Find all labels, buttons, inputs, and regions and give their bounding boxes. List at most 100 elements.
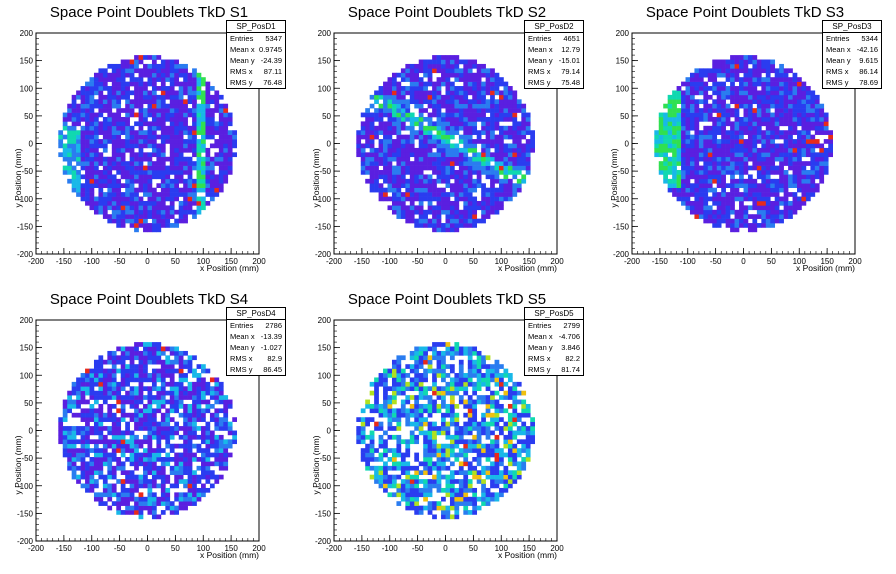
heatmap-cell: [454, 116, 460, 122]
heatmap-cell: [378, 147, 384, 153]
heatmap-cell: [414, 196, 420, 202]
heatmap-cell: [432, 218, 437, 224]
heatmap-cell: [525, 112, 531, 118]
heatmap-cell: [725, 165, 731, 171]
heatmap-cell: [76, 457, 81, 462]
heatmap-cell: [218, 125, 224, 131]
heatmap-cell: [423, 174, 428, 180]
heatmap-cell: [120, 196, 126, 202]
heatmap-cell: [111, 147, 117, 153]
heatmap-cell: [183, 417, 188, 422]
heatmap-cell: [405, 68, 411, 74]
heatmap-cell: [120, 386, 126, 392]
heatmap-cell: [788, 99, 793, 105]
heatmap-cell: [169, 214, 175, 219]
heatmap-cell: [779, 152, 784, 158]
heatmap-cell: [209, 434, 215, 440]
heatmap-cell: [107, 121, 113, 127]
heatmap-cell: [360, 452, 366, 458]
heatmap-cell: [792, 183, 798, 188]
heatmap-cell: [102, 99, 108, 105]
heatmap-cell: [432, 125, 437, 131]
heatmap-cell: [138, 501, 144, 506]
heatmap-cell: [201, 386, 206, 392]
heatmap-cell: [138, 99, 144, 105]
heatmap-cell: [138, 196, 144, 202]
heatmap-cell: [89, 439, 95, 445]
heatmap-cell: [752, 72, 758, 78]
heatmap-cell: [672, 116, 677, 122]
heatmap-cell: [125, 161, 130, 166]
heatmap-cell: [512, 134, 518, 140]
heatmap-cell: [169, 63, 175, 69]
heatmap-cell: [143, 474, 148, 480]
heatmap-cell: [458, 223, 464, 228]
heatmap-cell: [143, 377, 148, 383]
heatmap-cell: [672, 99, 677, 105]
heatmap-cell: [89, 152, 95, 158]
heatmap-cell: [147, 223, 153, 228]
heatmap-cell: [512, 152, 518, 158]
heatmap-cell: [441, 94, 446, 100]
heatmap-cell: [676, 99, 682, 105]
heatmap-cell: [147, 165, 153, 171]
heatmap-cell: [756, 59, 762, 65]
heatmap-cell: [716, 183, 722, 188]
heatmap-cell: [201, 143, 206, 149]
heatmap-cell: [192, 103, 197, 109]
heatmap-cell: [490, 174, 495, 180]
heatmap-cell: [391, 125, 397, 131]
heatmap-cell: [414, 99, 420, 105]
heatmap-cell: [463, 125, 469, 131]
heatmap-cell: [414, 170, 420, 175]
heatmap-cell: [89, 479, 95, 484]
heatmap-cell: [369, 130, 375, 135]
stats-label: RMS x: [230, 67, 253, 76]
heatmap-cell: [196, 112, 202, 118]
heatmap-cell: [98, 143, 104, 149]
heatmap-cell: [102, 130, 108, 135]
heatmap-cell: [85, 399, 90, 405]
heatmap-cell: [396, 487, 402, 493]
heatmap-cell: [196, 377, 202, 383]
heatmap-cell: [143, 170, 148, 175]
heatmap-cell: [111, 417, 117, 422]
heatmap-cell: [707, 94, 713, 100]
heatmap-cell: [183, 426, 188, 431]
heatmap-cell: [676, 192, 682, 197]
heatmap-cell: [116, 165, 122, 171]
heatmap-cell: [360, 112, 366, 118]
heatmap-cell: [138, 496, 144, 502]
heatmap-cell: [507, 196, 513, 202]
heatmap-cell: [512, 130, 518, 135]
heatmap-cell: [747, 223, 753, 228]
heatmap-cell: [116, 214, 122, 219]
heatmap-cell: [201, 457, 206, 462]
heatmap-cell: [85, 156, 90, 162]
heatmap-cell: [765, 125, 771, 131]
heatmap-cell: [89, 103, 95, 109]
heatmap-cell: [102, 68, 108, 74]
heatmap-cell: [779, 99, 784, 105]
heatmap-cell: [98, 470, 104, 475]
heatmap-cell: [707, 103, 713, 109]
heatmap-cell: [797, 94, 802, 100]
heatmap-cell: [801, 192, 807, 197]
heatmap-cell: [218, 170, 224, 175]
heatmap-cell: [111, 200, 117, 206]
heatmap-cell: [129, 134, 135, 140]
heatmap-cell: [503, 86, 509, 91]
heatmap-cell: [120, 381, 126, 387]
heatmap-cell: [160, 152, 166, 158]
heatmap-cell: [721, 121, 726, 127]
heatmap-cell: [810, 170, 816, 175]
heatmap-cell: [387, 103, 393, 109]
heatmap-cell: [525, 147, 531, 153]
heatmap-cell: [156, 156, 162, 162]
heatmap-cell: [378, 121, 384, 127]
heatmap-cell: [369, 134, 375, 140]
y-tick-label: -200: [315, 250, 332, 259]
heatmap-cell: [227, 439, 233, 445]
heatmap-cell: [365, 130, 370, 135]
heatmap-cell: [102, 196, 108, 202]
